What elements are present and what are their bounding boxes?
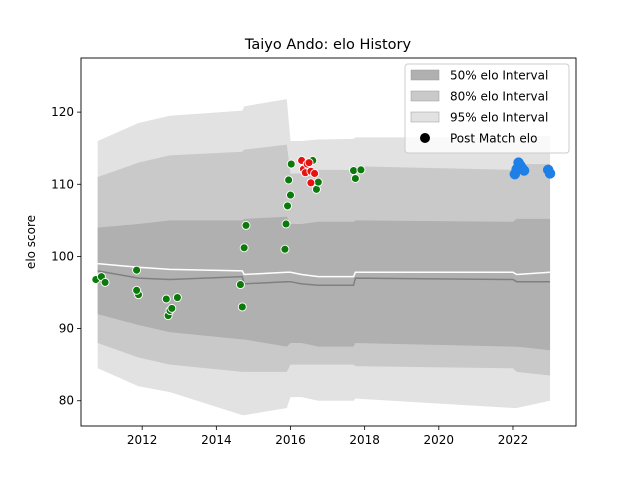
axes: 2012 2014 2016 2018 2020 2022 80 90 100 110 120 <box>51 57 577 447</box>
data-point-green <box>100 277 110 287</box>
legend-label: Post Match elo <box>450 132 537 146</box>
data-point-blue <box>544 168 556 179</box>
data-point-green <box>313 177 323 187</box>
data-point-green <box>312 184 321 194</box>
y-axis-label: elo score <box>24 215 38 269</box>
legend-swatch <box>410 69 440 81</box>
data-point-green <box>286 190 295 200</box>
data-point-green <box>235 280 245 290</box>
x-tick-label: 2016 <box>275 433 306 447</box>
y-tick-label: 80 <box>59 394 74 408</box>
data-point-red <box>306 178 316 188</box>
data-point-green <box>132 285 142 295</box>
band-50-interval <box>97 216 551 351</box>
data-point-green <box>356 165 366 175</box>
legend: 50% elo Interval 80% elo Interval 95% elo … <box>404 63 570 154</box>
chart-title: Taiyo Ando: elo History <box>244 37 412 53</box>
data-point-green <box>350 174 360 183</box>
data-point-green <box>280 244 290 254</box>
data-point-green <box>239 243 249 253</box>
data-point-red <box>310 168 320 178</box>
legend-label: 50% elo Interval <box>450 69 548 83</box>
data-point-blue <box>518 165 530 176</box>
data-point-green <box>286 159 296 169</box>
legend-label: 80% elo Interval <box>450 90 548 104</box>
data-point-green <box>284 175 294 185</box>
x-tick-label: 2014 <box>201 433 232 447</box>
mean-elo-line <box>97 270 551 287</box>
x-tick-label: 2020 <box>424 433 455 447</box>
legend-swatch <box>410 111 440 123</box>
data-point-green <box>241 220 251 230</box>
data-point-green <box>172 293 182 303</box>
data-point-green <box>132 265 142 275</box>
x-tick-label: 2022 <box>498 433 529 447</box>
data-point-green <box>167 303 177 313</box>
legend-swatch <box>410 90 440 102</box>
data-point-red <box>304 158 314 168</box>
data-point-green <box>283 201 292 211</box>
median-elo-line <box>97 262 551 278</box>
legend-box <box>404 63 570 154</box>
legend-marker <box>420 133 430 143</box>
legend-label: 95% elo Interval <box>450 111 548 125</box>
x-tick-label: 2018 <box>349 433 380 447</box>
data-point-green <box>237 302 247 312</box>
y-tick-label: 120 <box>51 105 74 119</box>
y-tick-label: 90 <box>59 322 74 336</box>
y-tick-label: 100 <box>51 249 74 263</box>
data-point-green <box>281 219 291 229</box>
data-point-green <box>161 294 171 304</box>
axes-frame <box>80 57 577 427</box>
y-tick-label: 110 <box>51 177 74 191</box>
plot-area <box>91 99 556 416</box>
x-tick-label: 2012 <box>127 433 158 447</box>
data-point-green <box>349 166 358 176</box>
